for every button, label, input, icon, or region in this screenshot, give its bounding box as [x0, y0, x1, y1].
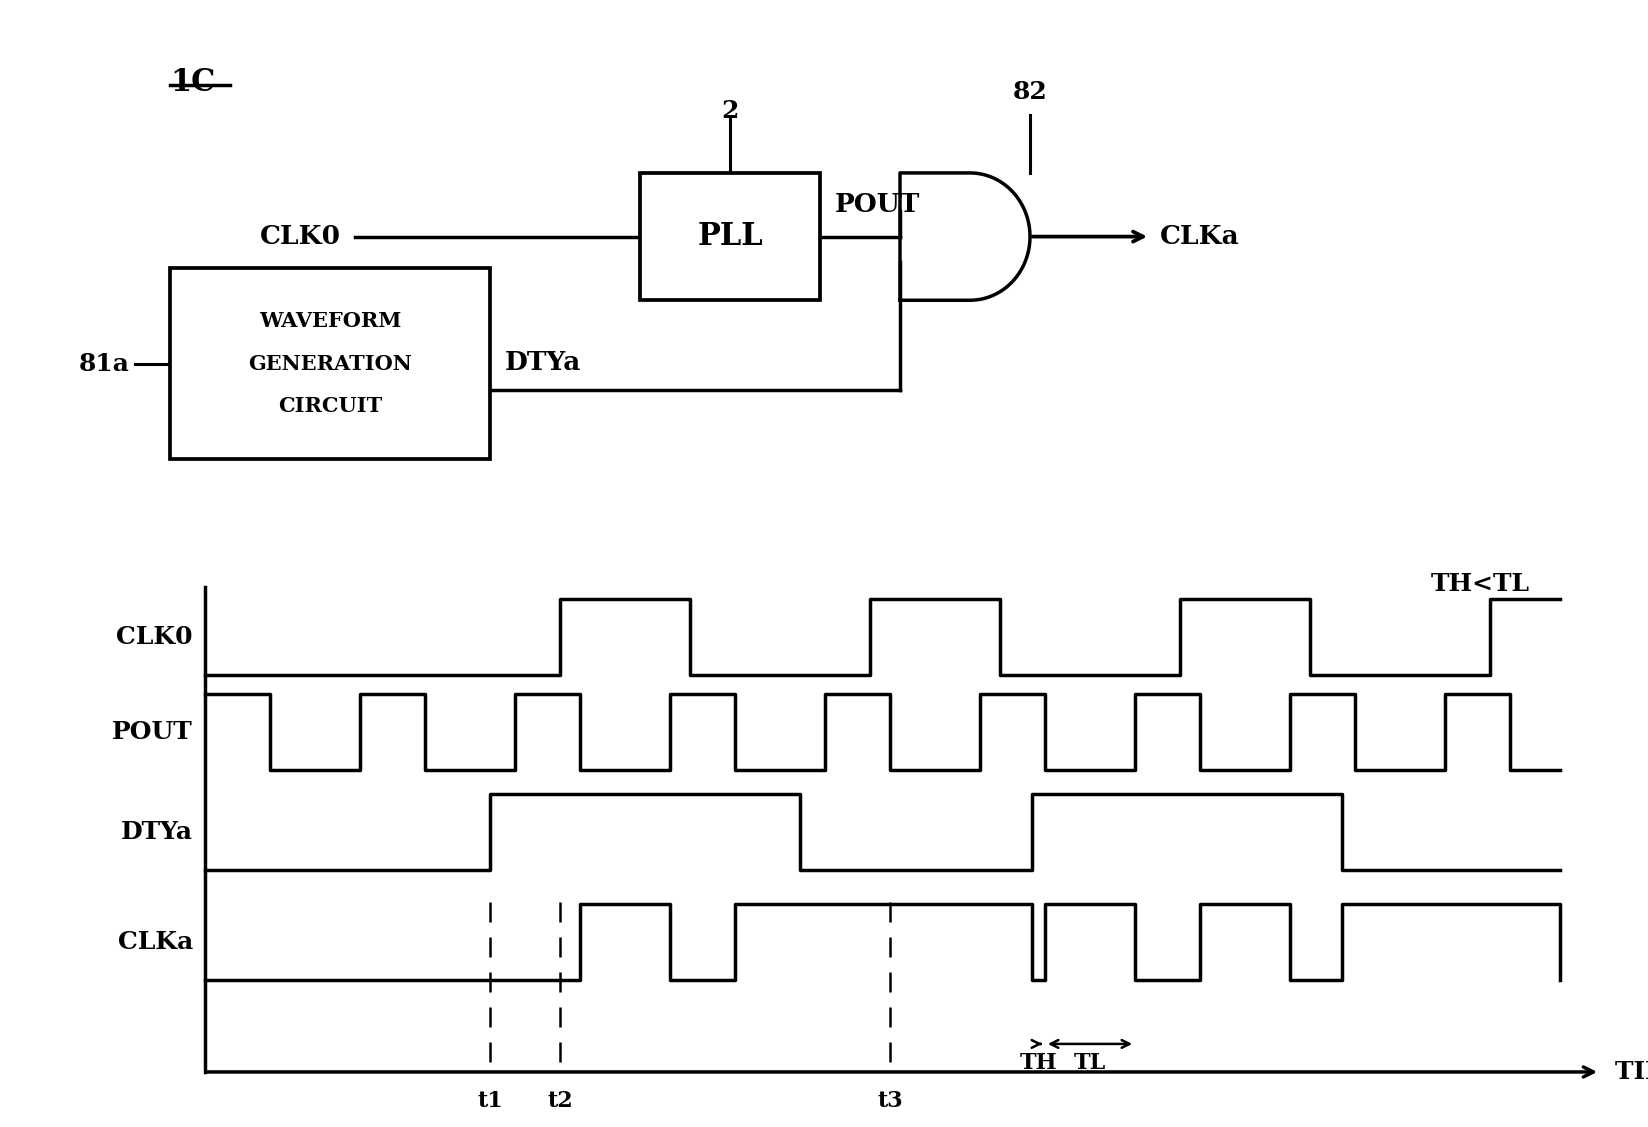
Text: t1: t1: [478, 1090, 503, 1112]
Polygon shape: [900, 172, 1030, 300]
Text: t2: t2: [547, 1090, 574, 1112]
Text: DTYa: DTYa: [504, 349, 582, 374]
Text: 82: 82: [1012, 80, 1048, 104]
Text: TH: TH: [1020, 1051, 1058, 1074]
Text: POUT: POUT: [112, 720, 193, 744]
Text: 1C: 1C: [170, 66, 216, 98]
Text: 81a: 81a: [79, 352, 130, 376]
Text: POUT: POUT: [836, 193, 920, 218]
Bar: [170, 268, 489, 460]
Text: TH<TL: TH<TL: [1430, 571, 1529, 595]
Text: GENERATION: GENERATION: [249, 354, 412, 374]
Text: CLKa: CLKa: [1160, 224, 1239, 249]
Text: TIME t: TIME t: [1615, 1061, 1648, 1084]
Text: 2: 2: [722, 99, 738, 123]
Text: t3: t3: [877, 1090, 903, 1112]
Text: CIRCUIT: CIRCUIT: [279, 397, 382, 416]
Text: PLL: PLL: [697, 221, 763, 252]
Text: CLK0: CLK0: [117, 624, 193, 648]
Text: CLK0: CLK0: [260, 224, 341, 249]
Text: TL: TL: [1074, 1051, 1106, 1074]
Text: WAVEFORM: WAVEFORM: [259, 311, 400, 331]
Text: DTYa: DTYa: [120, 819, 193, 844]
Text: CLKa: CLKa: [117, 930, 193, 953]
Bar: [639, 172, 821, 300]
